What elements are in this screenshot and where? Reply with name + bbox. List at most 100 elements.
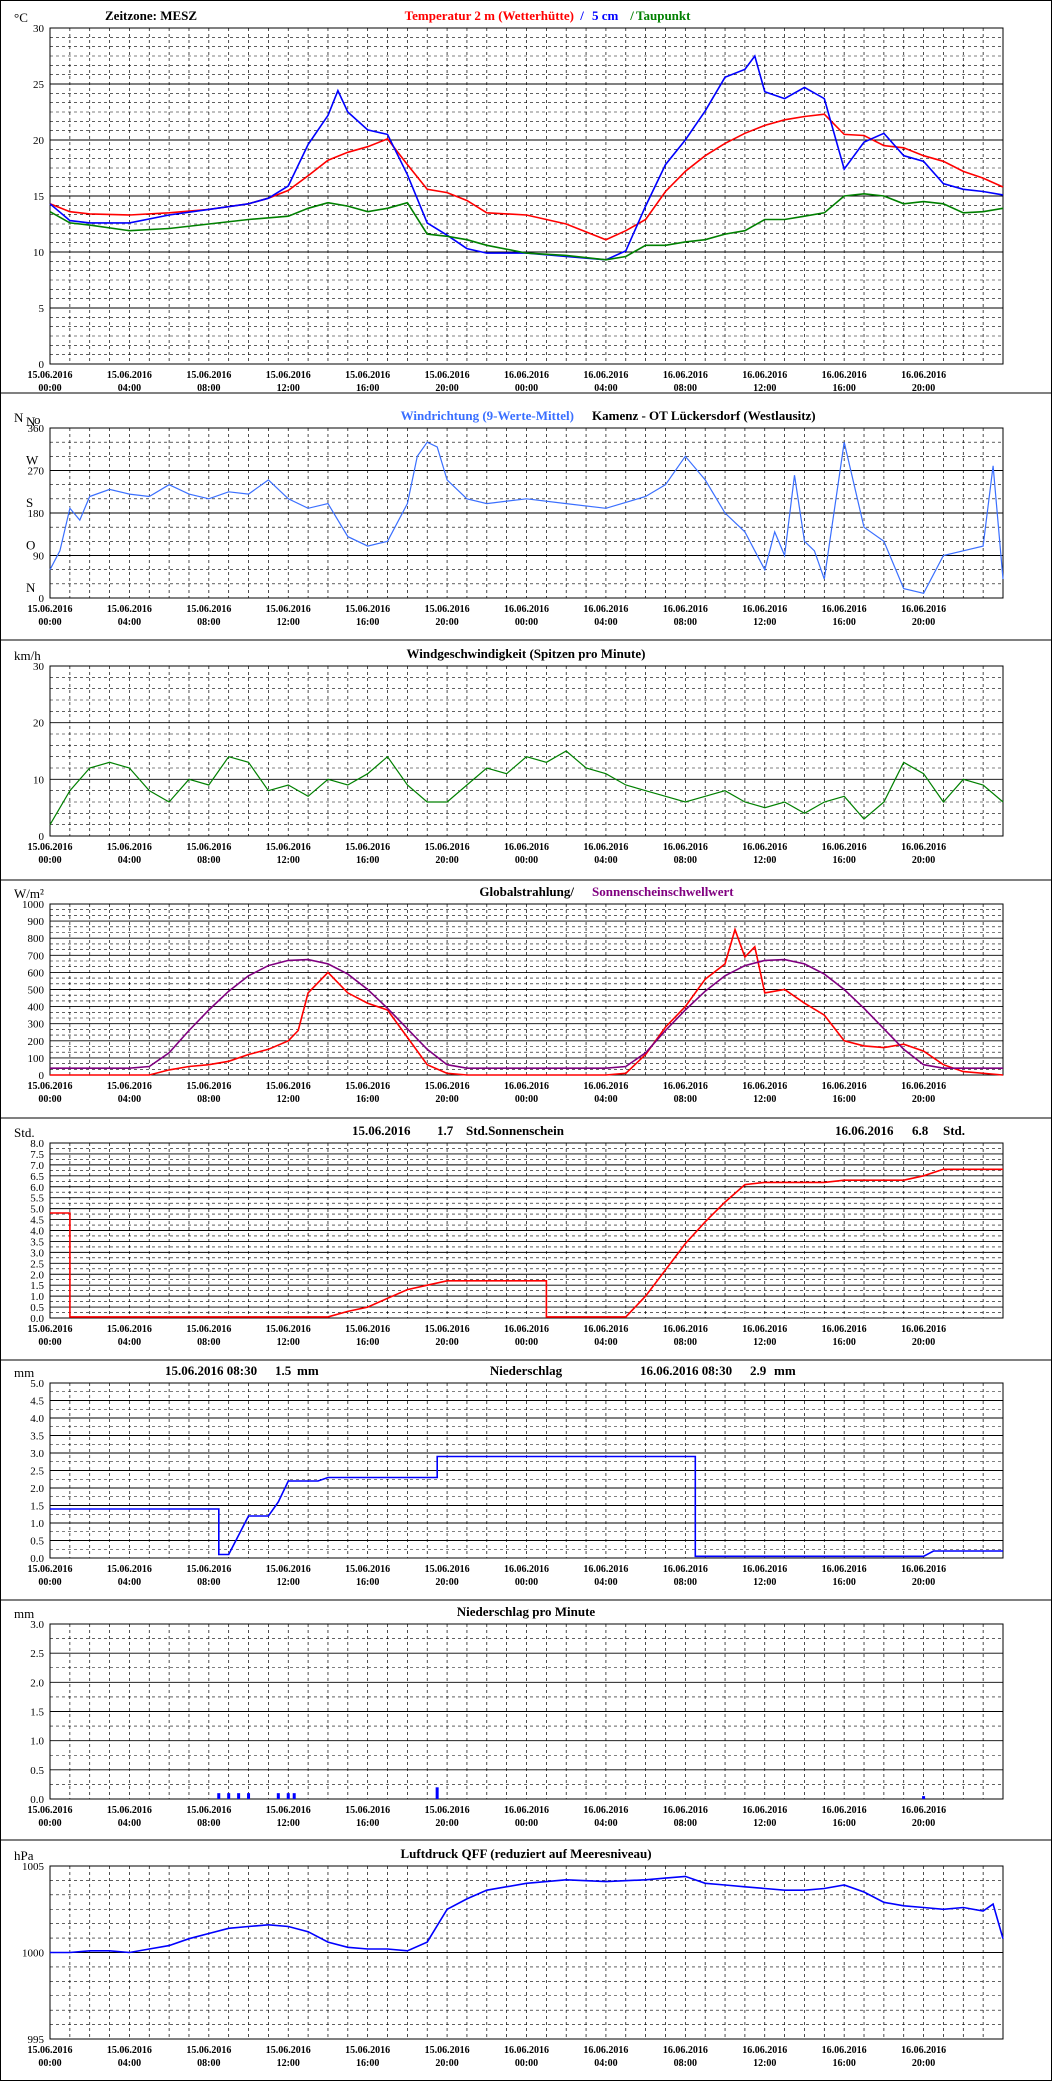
x-tick-time: 08:00 xyxy=(674,1577,697,1588)
x-tick-date: 15.06.2016 xyxy=(345,1081,390,1092)
series-line xyxy=(50,1875,1004,1954)
y-tick-label: 20 xyxy=(33,718,45,730)
x-tick-time: 20:00 xyxy=(912,617,935,628)
precip-bar xyxy=(237,1793,241,1799)
unit-label: Std. xyxy=(14,1125,35,1140)
y-tick-label: 7.0 xyxy=(30,1160,44,1172)
x-tick-time: 12:00 xyxy=(277,383,300,394)
x-tick-time: 16:00 xyxy=(832,617,855,628)
x-tick-time: 00:00 xyxy=(515,1818,538,1829)
x-tick-date: 15.06.2016 xyxy=(266,1324,311,1335)
series-line xyxy=(50,1168,1003,1318)
x-tick-date: 16.06.2016 xyxy=(901,1081,946,1092)
x-tick-date: 15.06.2016 xyxy=(266,2045,311,2056)
y-tick-label: 3.5 xyxy=(30,1236,44,1248)
x-tick-date: 16.06.2016 xyxy=(901,1805,946,1816)
x-tick-date: 16.06.2016 xyxy=(504,1324,549,1335)
x-tick-date: 16.06.2016 xyxy=(822,842,867,853)
x-tick-date: 15.06.2016 xyxy=(28,1324,73,1335)
precip-bar xyxy=(435,1787,439,1799)
y-tick-label: 5.0 xyxy=(30,1204,44,1216)
y-tick-label: 0.0 xyxy=(30,1553,44,1565)
x-tick-date: 16.06.2016 xyxy=(583,370,628,381)
x-tick-date: 15.06.2016 xyxy=(28,370,73,381)
x-tick-date: 16.06.2016 xyxy=(504,604,549,615)
x-tick-date: 15.06.2016 xyxy=(425,1324,470,1335)
x-tick-time: 16:00 xyxy=(832,1577,855,1588)
y-tick-label: 995 xyxy=(28,2034,45,2046)
y-tick-label: 15 xyxy=(33,191,45,203)
y-tick-label: 5.0 xyxy=(30,1378,44,1390)
y-tick-label: 5 xyxy=(39,303,45,315)
x-tick-time: 12:00 xyxy=(753,1094,776,1105)
x-tick-date: 15.06.2016 xyxy=(186,2045,231,2056)
y-tick-label: 3.5 xyxy=(30,1431,44,1443)
x-tick-date: 15.06.2016 xyxy=(345,842,390,853)
x-tick-time: 08:00 xyxy=(674,1094,697,1105)
y-tick-label: 3.0 xyxy=(30,1619,44,1631)
x-tick-time: 20:00 xyxy=(912,1094,935,1105)
y-tick-label: 1.5 xyxy=(30,1707,44,1719)
x-tick-time: 08:00 xyxy=(674,617,697,628)
x-tick-time: 00:00 xyxy=(38,383,61,394)
x-tick-time: 12:00 xyxy=(277,617,300,628)
x-tick-date: 16.06.2016 xyxy=(663,1324,708,1335)
panel-header: / xyxy=(629,8,634,23)
y-tick-label: 1.0 xyxy=(30,1518,44,1530)
unit-label: hPa xyxy=(14,1848,34,1863)
compass-label: N xyxy=(26,580,36,595)
x-tick-time: 16:00 xyxy=(832,383,855,394)
compass-label: S xyxy=(26,495,33,510)
x-tick-time: 16:00 xyxy=(356,855,379,866)
compass-label: O xyxy=(26,538,35,553)
x-tick-date: 15.06.2016 xyxy=(107,1805,152,1816)
x-tick-date: 16.06.2016 xyxy=(663,1805,708,1816)
x-tick-time: 04:00 xyxy=(594,1577,617,1588)
panel-header: Windgeschwindigkeit (Spitzen pro Minute) xyxy=(407,646,646,661)
x-tick-date: 16.06.2016 xyxy=(822,1081,867,1092)
panel-header: Std. xyxy=(943,1123,965,1138)
x-tick-date: 15.06.2016 xyxy=(345,1805,390,1816)
x-tick-time: 12:00 xyxy=(277,2058,300,2069)
x-tick-date: 15.06.2016 xyxy=(28,2045,73,2056)
y-tick-label: 800 xyxy=(28,933,45,945)
y-tick-label: 1005 xyxy=(22,1861,45,1873)
y-tick-label: 20 xyxy=(33,135,45,147)
x-tick-date: 15.06.2016 xyxy=(425,1081,470,1092)
y-tick-label: 6.5 xyxy=(30,1171,44,1183)
x-tick-date: 15.06.2016 xyxy=(345,1564,390,1575)
y-tick-label: 360 xyxy=(28,423,45,435)
panel-header: Globalstrahlung/ xyxy=(479,884,574,899)
x-tick-time: 16:00 xyxy=(356,617,379,628)
panel-header: Taupunkt xyxy=(636,8,691,23)
x-tick-time: 08:00 xyxy=(197,855,220,866)
y-tick-label: 1.0 xyxy=(30,1736,44,1748)
x-tick-time: 12:00 xyxy=(277,1094,300,1105)
x-tick-date: 16.06.2016 xyxy=(504,1805,549,1816)
x-tick-time: 04:00 xyxy=(118,855,141,866)
x-tick-time: 20:00 xyxy=(435,2058,458,2069)
x-tick-date: 15.06.2016 xyxy=(107,1081,152,1092)
x-tick-date: 15.06.2016 xyxy=(186,604,231,615)
y-tick-label: 2.0 xyxy=(30,1483,44,1495)
x-tick-time: 20:00 xyxy=(912,2058,935,2069)
x-tick-date: 15.06.2016 xyxy=(28,604,73,615)
precip-bar xyxy=(292,1793,296,1799)
y-tick-label: 1.0 xyxy=(30,1291,44,1303)
panel-precip-minute: 0.0 0.5 1.0 1.5 2.0 2.5 3.0mm Niederschlag pro … xyxy=(14,1604,1004,1829)
x-tick-time: 04:00 xyxy=(118,383,141,394)
y-tick-label: 25 xyxy=(33,79,45,91)
y-tick-label: 30 xyxy=(33,661,45,673)
y-tick-label: 600 xyxy=(28,967,45,979)
x-tick-time: 12:00 xyxy=(753,855,776,866)
x-tick-time: 08:00 xyxy=(674,1818,697,1829)
x-tick-time: 08:00 xyxy=(197,617,220,628)
x-tick-time: 20:00 xyxy=(435,1337,458,1348)
y-tick-label: 3.0 xyxy=(30,1448,44,1460)
x-tick-date: 15.06.2016 xyxy=(107,2045,152,2056)
x-tick-time: 16:00 xyxy=(832,1818,855,1829)
x-tick-date: 16.06.2016 xyxy=(822,604,867,615)
y-tick-label: 200 xyxy=(28,1036,45,1048)
x-tick-time: 00:00 xyxy=(515,855,538,866)
x-tick-date: 16.06.2016 xyxy=(583,842,628,853)
